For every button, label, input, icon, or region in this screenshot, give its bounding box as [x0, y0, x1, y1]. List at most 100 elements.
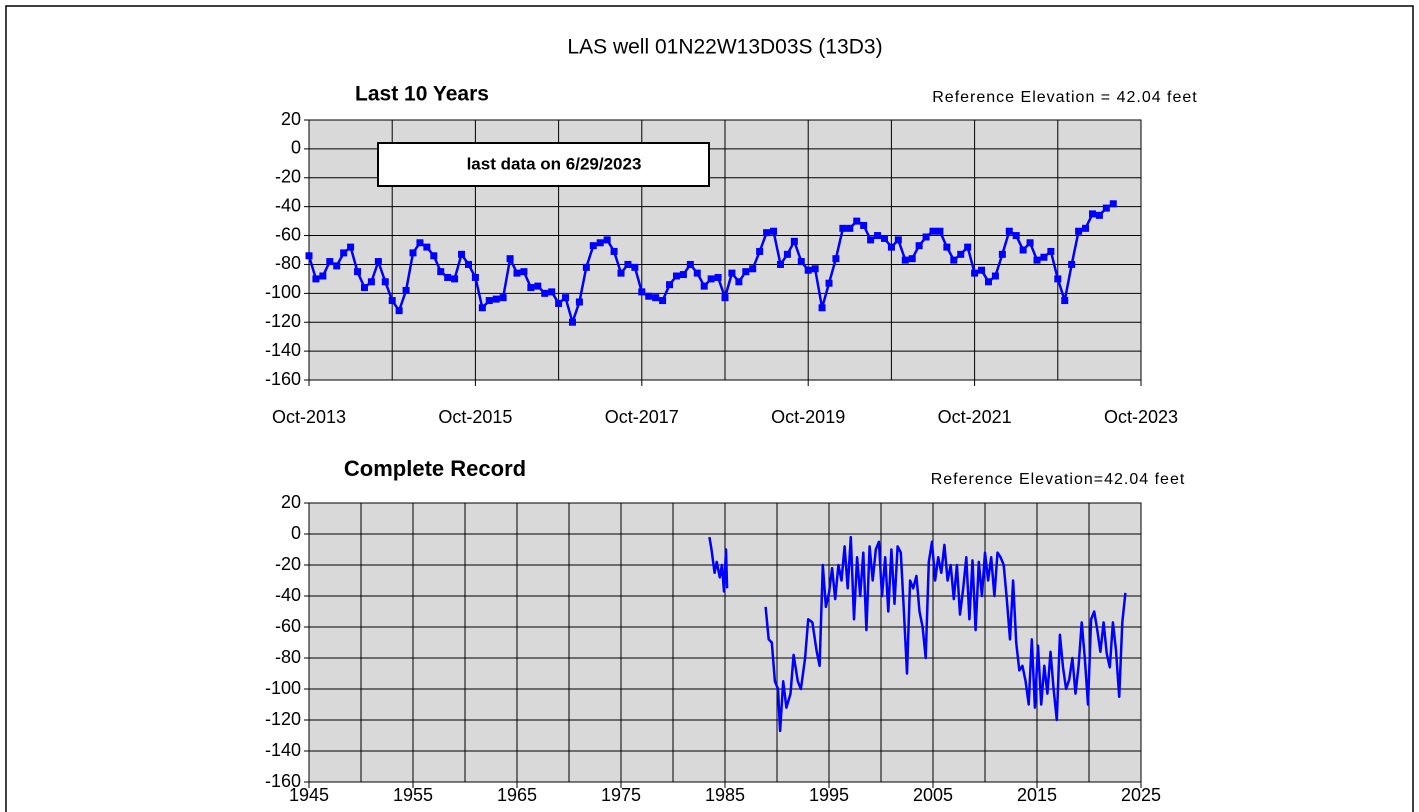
plot-border [308, 119, 1142, 381]
data-point [541, 289, 549, 297]
data-point [458, 250, 466, 258]
x-tick-label: Oct-2019 [771, 407, 845, 427]
data-point [728, 269, 736, 277]
data-point [444, 273, 452, 281]
data-point [721, 294, 729, 302]
x-tick-label: Oct-2013 [272, 407, 346, 427]
y-tick-label: -60 [275, 224, 301, 244]
data-point [340, 249, 348, 257]
x-tick-label: 1995 [809, 785, 849, 805]
data-point [839, 224, 847, 232]
data-point [1102, 204, 1110, 212]
y-tick-label: -60 [275, 616, 301, 636]
y-tick-label: -40 [275, 585, 301, 605]
data-point [402, 286, 410, 294]
annotation: last data on 6/29/2023 [467, 154, 642, 173]
data-point [693, 269, 701, 277]
chart-subtitle: Reference Elevation = 42.04 feet [932, 89, 1198, 106]
data-point [631, 263, 639, 271]
data-point [735, 278, 743, 286]
data-point [562, 294, 570, 302]
data-point [1019, 246, 1027, 254]
y-tick-label: -80 [275, 647, 301, 667]
data-point [1054, 275, 1062, 283]
data-point [520, 268, 528, 276]
data-point [672, 272, 680, 280]
data-point [319, 272, 327, 280]
data-point [943, 243, 951, 251]
data-point [513, 269, 521, 277]
data-point [742, 268, 750, 276]
data-point [874, 232, 882, 240]
x-tick-label: 2005 [913, 785, 953, 805]
data-point [652, 294, 660, 302]
x-tick-label: Oct-2015 [438, 407, 512, 427]
data-point [832, 255, 840, 263]
chart-subtitle: Reference Elevation=42.04 feet [931, 471, 1186, 488]
data-point [867, 236, 875, 244]
data-point [763, 229, 771, 237]
x-tick-label: Oct-2017 [605, 407, 679, 427]
data-point [437, 268, 445, 276]
data-point [936, 227, 944, 235]
data-point [1026, 239, 1034, 247]
x-tick-label: Oct-2023 [1104, 407, 1178, 427]
y-tick-label: -20 [275, 167, 301, 187]
series-line [708, 535, 1127, 733]
data-point [797, 258, 805, 266]
y-tick-label: -100 [265, 678, 301, 698]
data-point [1075, 227, 1083, 235]
data-point [998, 250, 1006, 258]
data-point [825, 279, 833, 287]
data-point [492, 295, 500, 303]
data-point [887, 243, 895, 251]
data-point [1095, 211, 1103, 219]
y-tick-label: -120 [265, 311, 301, 331]
data-point [367, 278, 375, 286]
data-point [922, 233, 930, 241]
data-point [589, 242, 597, 250]
data-point [596, 239, 604, 247]
x-tick-label: 2015 [1017, 785, 1057, 805]
y-tick-label: -100 [265, 282, 301, 302]
data-point [908, 255, 916, 263]
data-point [499, 294, 507, 302]
data-point [846, 224, 854, 232]
data-point [354, 268, 362, 276]
data-point [451, 275, 459, 283]
data-point [638, 288, 646, 296]
data-point [957, 250, 965, 258]
y-tick-label: -140 [265, 740, 301, 760]
data-point [395, 307, 403, 315]
data-point [312, 275, 320, 283]
data-point [555, 299, 563, 307]
data-point [749, 265, 757, 273]
x-tick-label: 1985 [705, 785, 745, 805]
data-point [901, 256, 909, 264]
x-tick-label: 1965 [497, 785, 537, 805]
data-point [860, 221, 868, 229]
data-point [880, 234, 888, 242]
data-point [1088, 210, 1096, 218]
data-point [707, 275, 715, 283]
data-point [811, 265, 819, 273]
data-point [485, 297, 493, 305]
data-point [991, 272, 999, 280]
data-point [804, 266, 812, 274]
data-point [464, 260, 472, 268]
data-point [659, 297, 667, 305]
data-point [548, 288, 556, 296]
data-point [360, 284, 368, 292]
data-point [603, 236, 611, 244]
data-point [333, 262, 341, 270]
data-point [610, 247, 618, 255]
data-point [575, 298, 583, 306]
data-point [929, 227, 937, 235]
data-point [409, 249, 417, 257]
y-tick-label: 0 [291, 523, 301, 543]
data-point [1068, 260, 1076, 268]
data-point [347, 243, 355, 251]
data-point [506, 255, 514, 263]
data-point [1040, 253, 1048, 261]
